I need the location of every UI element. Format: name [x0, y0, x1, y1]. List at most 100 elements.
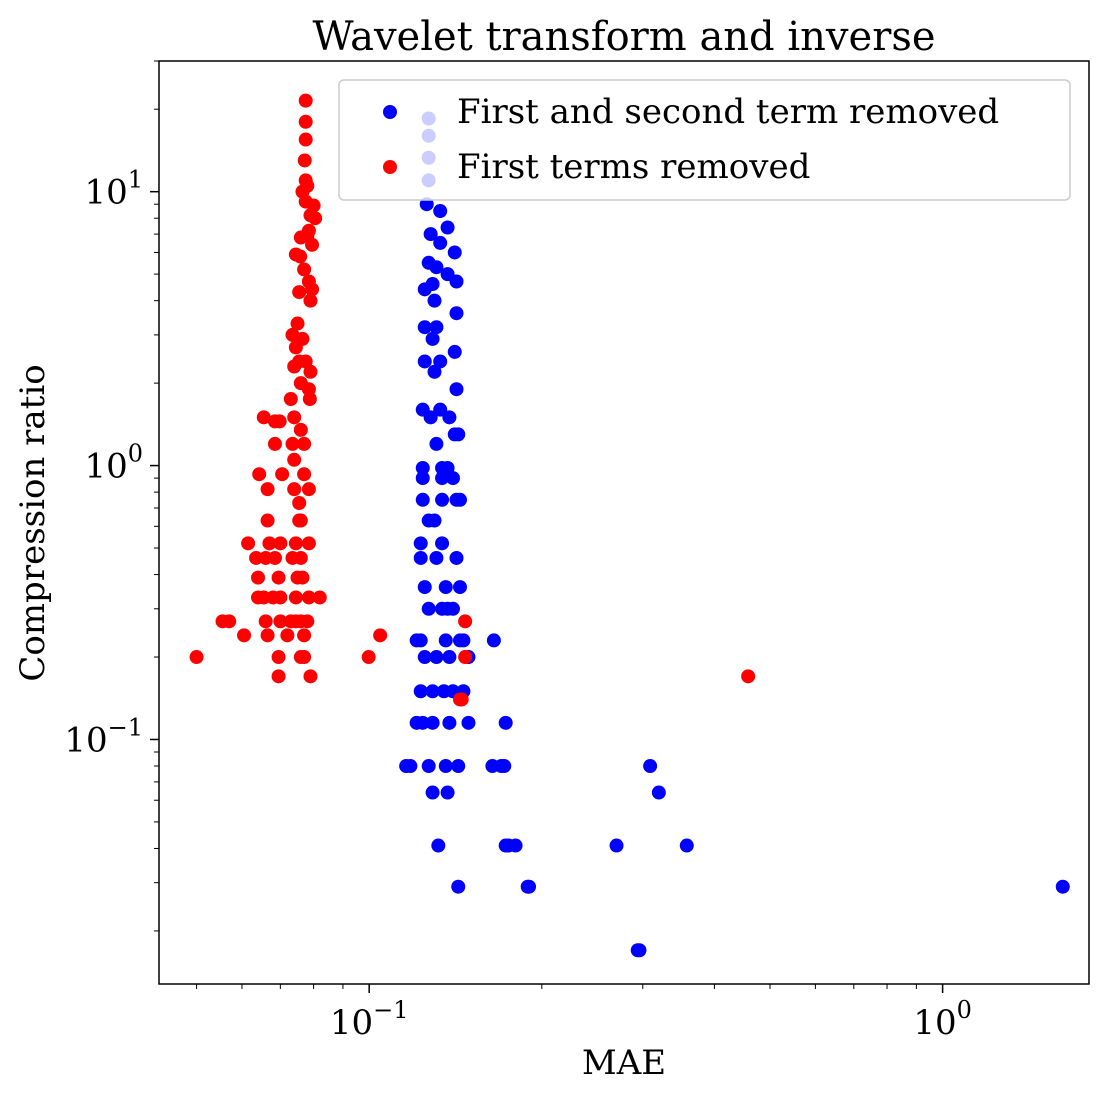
data-point	[451, 759, 466, 774]
data-point	[251, 570, 266, 585]
data-point	[287, 410, 302, 425]
data-point	[305, 282, 320, 297]
data-point	[425, 785, 440, 800]
data-point	[440, 220, 455, 235]
data-point	[271, 650, 286, 665]
data-point	[429, 320, 444, 335]
data-point	[285, 436, 300, 451]
data-point	[312, 590, 327, 605]
data-point	[452, 492, 467, 507]
data-point	[301, 590, 316, 605]
legend-entry-label: First and second term removed	[457, 92, 999, 132]
data-point	[425, 684, 440, 699]
data-point	[189, 650, 204, 665]
data-point	[267, 436, 282, 451]
data-point	[497, 759, 512, 774]
data-point	[413, 550, 428, 565]
data-point	[741, 669, 756, 684]
data-point	[403, 759, 418, 774]
data-point	[290, 316, 305, 331]
data-point	[297, 650, 312, 665]
data-point	[431, 838, 446, 853]
data-point	[293, 249, 308, 264]
data-point	[256, 410, 271, 425]
data-point	[272, 414, 287, 429]
data-point	[298, 132, 313, 147]
data-point	[429, 260, 444, 275]
data-point	[449, 274, 464, 289]
data-point	[449, 382, 464, 397]
data-point	[293, 422, 308, 437]
data-point	[522, 879, 537, 894]
data-point	[222, 614, 237, 629]
y-tick-label: 100	[84, 440, 143, 487]
data-point	[447, 245, 462, 260]
data-point	[427, 293, 442, 308]
data-point	[449, 550, 464, 565]
data-point	[1055, 879, 1070, 894]
data-point	[271, 570, 286, 585]
data-point	[425, 715, 440, 730]
data-point	[241, 536, 256, 551]
data-point	[415, 471, 430, 486]
y-tick-label: 101	[84, 166, 143, 213]
data-point	[417, 650, 432, 665]
data-point	[297, 628, 312, 643]
data-point	[423, 227, 438, 242]
data-point	[305, 237, 320, 252]
chart-title: Wavelet transform and inverse	[312, 14, 935, 60]
data-point	[271, 669, 286, 684]
x-axis-label: MAE	[582, 1043, 666, 1083]
data-point	[258, 614, 273, 629]
data-point	[429, 650, 444, 665]
data-point	[679, 838, 694, 853]
data-point	[425, 277, 440, 292]
data-point	[298, 93, 313, 108]
data-point	[301, 482, 316, 497]
legend-box	[338, 79, 1071, 201]
data-point	[301, 536, 316, 551]
data-point	[438, 759, 453, 774]
data-point	[632, 943, 647, 958]
legend-entry-label: First terms removed	[457, 147, 810, 187]
data-point	[275, 467, 290, 482]
data-point	[442, 715, 457, 730]
data-point	[435, 536, 450, 551]
data-point	[260, 513, 275, 528]
data-point	[454, 692, 469, 707]
data-point	[292, 285, 307, 300]
data-point	[413, 684, 428, 699]
data-point	[361, 650, 376, 665]
axes-frame	[158, 60, 1090, 985]
data-point	[423, 410, 438, 425]
x-axis: 10−1 100	[196, 984, 972, 1043]
data-point	[486, 633, 501, 648]
data-point	[417, 580, 432, 595]
data-point	[449, 306, 464, 321]
data-point	[300, 178, 315, 193]
data-point	[451, 879, 466, 894]
data-point	[435, 492, 450, 507]
data-point	[435, 471, 450, 486]
data-point	[433, 204, 448, 219]
data-point	[445, 471, 460, 486]
legend-marker	[383, 160, 397, 174]
data-point	[292, 496, 307, 511]
data-point	[295, 570, 310, 585]
data-point	[273, 536, 288, 551]
data-point	[237, 628, 252, 643]
y-tick-label: 10−1	[64, 713, 143, 760]
data-points	[189, 93, 1070, 958]
data-point	[260, 628, 275, 643]
data-point	[288, 340, 303, 355]
data-point	[447, 344, 462, 359]
data-point	[458, 650, 473, 665]
data-point	[442, 650, 457, 665]
data-point	[303, 364, 318, 379]
data-point	[425, 331, 440, 346]
data-point	[413, 633, 428, 648]
data-point	[283, 392, 298, 407]
data-point	[421, 759, 436, 774]
data-point	[297, 467, 312, 482]
